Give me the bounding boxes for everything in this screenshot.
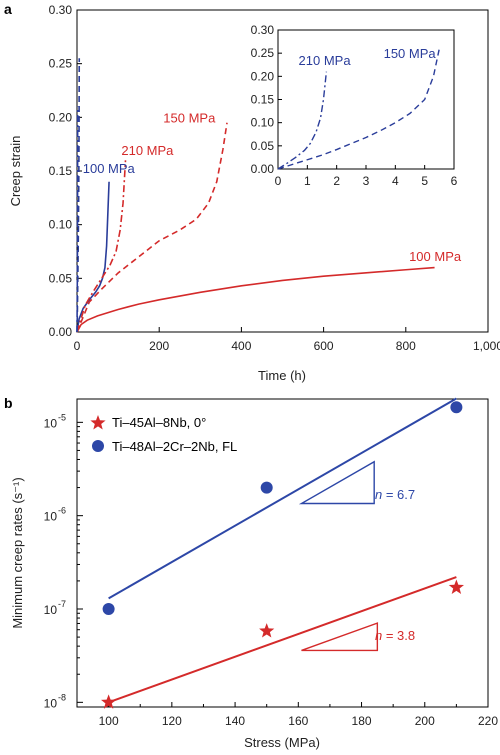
inset-x-tick-label-3: 3 <box>363 174 370 188</box>
inset-series <box>277 48 441 170</box>
panel-b-x-axis-label: Stress (MPa) <box>244 735 320 750</box>
data-point-circle-100mpa <box>102 603 115 615</box>
legend-marker-red-star <box>90 415 106 430</box>
b-x-tick-label-2: 140 <box>225 714 245 728</box>
panel-a-y-axis-label: Creep strain <box>8 136 23 207</box>
inset-y-tick-label-4: 0.20 <box>251 69 275 83</box>
inset-y-tick-label-2: 0.10 <box>251 116 275 130</box>
data-point-circle-150mpa <box>260 481 273 494</box>
x-tick-label-3: 600 <box>314 339 334 353</box>
annotation-red-100-mpa-3: 100 MPa <box>409 249 462 264</box>
data-point-star-150mpa <box>259 623 275 638</box>
inset-x-tick-label-6: 6 <box>451 174 458 188</box>
fit-line-ti-45al-8nb-0 <box>108 576 457 704</box>
inset-y-tick-label-6: 0.30 <box>251 23 275 37</box>
y-tick-label-6: 0.30 <box>49 3 73 17</box>
panel-a: a 0 200 400 600 800 1,000 0.00 0.05 0.10 0.15 0.20… <box>4 1 500 383</box>
panel-b-slope-triangles <box>298 460 379 652</box>
panel-b-y-axis-label: Minimum creep rates (s⁻¹) <box>10 477 25 628</box>
inset-x-tick-label-5: 5 <box>421 174 428 188</box>
annotation-blue-100-mpa-2: 100 MPa <box>83 161 136 176</box>
b-y-tick-exponent-1: -7 <box>58 599 66 609</box>
y-tick-label-5: 0.25 <box>49 57 73 71</box>
slope-label-n-6-7-value: = 6.7 <box>382 487 415 502</box>
data-point-star-100mpa <box>101 694 117 709</box>
slope-label-n-3-8-value: = 3.8 <box>382 628 415 643</box>
slope-triangle-blue <box>298 460 375 505</box>
x-tick-label-5: 1,000 <box>473 339 500 353</box>
y-tick-label-4: 0.20 <box>49 110 73 124</box>
b-y-tick-exponent-0: -8 <box>58 692 66 702</box>
b-x-tick-label-1: 120 <box>162 714 182 728</box>
b-x-tick-label-6: 220 <box>478 714 498 728</box>
inset-background <box>240 22 472 188</box>
x-tick-label-0: 0 <box>74 339 81 353</box>
legend-marker-blue-circle <box>92 440 104 452</box>
panel-b-fit-lines <box>108 397 457 704</box>
inset-annotation-210-mpa: 210 MPa <box>299 53 352 68</box>
y-tick-label-1: 0.05 <box>49 271 73 285</box>
inset-x-tick-label-1: 1 <box>304 174 311 188</box>
data-point-circle-210mpa <box>450 401 463 414</box>
b-y-tick-label-1: 10 <box>44 603 58 617</box>
slope-label-n-3-8: n = 3.8 <box>375 628 415 643</box>
slope-label-n-3-8-symbol: n <box>375 628 382 643</box>
b-x-tick-label-5: 200 <box>415 714 435 728</box>
fit-line-ti-48al-2cr-2nb-fl <box>108 397 457 600</box>
slope-label-n-6-7-symbol: n <box>375 487 382 502</box>
panel-a-annotations: 150 MPa 210 MPa 100 MPa 100 MPa <box>83 111 462 264</box>
annotation-red-150-mpa-0: 150 MPa <box>163 111 216 126</box>
panel-a-inset: 0 1 2 3 4 5 6 0.00 0.05 0.10 0.15 0.20 0.25 0.30 210 … <box>240 22 472 188</box>
y-tick-label-0: 0.00 <box>49 325 73 339</box>
inset-series-line-150-mpa <box>277 48 441 170</box>
legend-label-ti-45al-8nb: Ti–45Al–8Nb, 0° <box>112 415 206 430</box>
inset-annotation-150-mpa: 150 MPa <box>384 46 437 61</box>
panel-b: b 100 120 140 160 180 200 22010-810-710-610-5 … <box>4 395 498 750</box>
series-line-red-210-mpa-1 <box>76 160 127 333</box>
slope-label-n-6-7: n = 6.7 <box>375 487 415 502</box>
inset-ticks: 0 1 2 3 4 5 6 0.00 0.05 0.10 0.15 0.20 0.25 0.30 <box>251 23 458 188</box>
panel-b-legend: Ti–45Al–8Nb, 0° Ti–48Al–2Cr–2Nb, FL <box>90 415 237 454</box>
inset-x-tick-label-2: 2 <box>333 174 340 188</box>
inset-series-line-210-mpa <box>277 71 328 170</box>
b-y-tick-exponent-3: -5 <box>58 412 66 422</box>
panel-a-series <box>76 58 435 333</box>
inset-y-tick-label-3: 0.15 <box>251 93 275 107</box>
panel-a-label: a <box>4 1 12 17</box>
legend-star-shape <box>90 415 106 430</box>
x-tick-label-4: 800 <box>396 339 416 353</box>
inset-y-tick-label-5: 0.25 <box>251 46 275 60</box>
inset-x-tick-label-4: 4 <box>392 174 399 188</box>
y-tick-label-2: 0.10 <box>49 218 73 232</box>
annotation-red-210-mpa-1: 210 MPa <box>121 143 174 158</box>
data-point-star-210mpa <box>448 579 464 594</box>
panel-a-x-axis-label: Time (h) <box>258 368 306 383</box>
b-y-tick-exponent-2: -6 <box>58 506 66 516</box>
y-tick-label-3: 0.15 <box>49 164 73 178</box>
inset-x-tick-label-0: 0 <box>275 174 282 188</box>
series-line-blue-100-mpa-0 <box>76 181 110 333</box>
b-x-tick-label-3: 160 <box>288 714 308 728</box>
legend-circle-shape <box>92 440 104 452</box>
legend-label-ti-48al-2cr-2nb: Ti–48Al–2Cr–2Nb, FL <box>112 439 237 454</box>
b-y-tick-label-2: 10 <box>44 510 58 524</box>
inset-y-tick-label-1: 0.05 <box>251 139 275 153</box>
b-x-tick-label-4: 180 <box>352 714 372 728</box>
inset-y-tick-label-0: 0.00 <box>251 162 275 176</box>
x-tick-label-2: 400 <box>231 339 251 353</box>
series-line-blue-210-mpa-5 <box>76 106 79 333</box>
slope-triangle-red <box>301 622 379 652</box>
panel-b-label: b <box>4 395 13 411</box>
b-y-tick-label-0: 10 <box>44 696 58 710</box>
b-x-tick-label-0: 100 <box>99 714 119 728</box>
x-tick-label-1: 200 <box>149 339 169 353</box>
panel-a-ticks: 0 200 400 600 800 1,000 0.00 0.05 0.10 0.15 0.20 0.… <box>49 3 500 353</box>
panel-b-points <box>101 401 464 709</box>
series-line-red-100-mpa-3 <box>76 266 435 333</box>
b-y-tick-label-3: 10 <box>44 416 58 430</box>
inset-annotations: 210 MPa 150 MPa <box>299 46 437 68</box>
